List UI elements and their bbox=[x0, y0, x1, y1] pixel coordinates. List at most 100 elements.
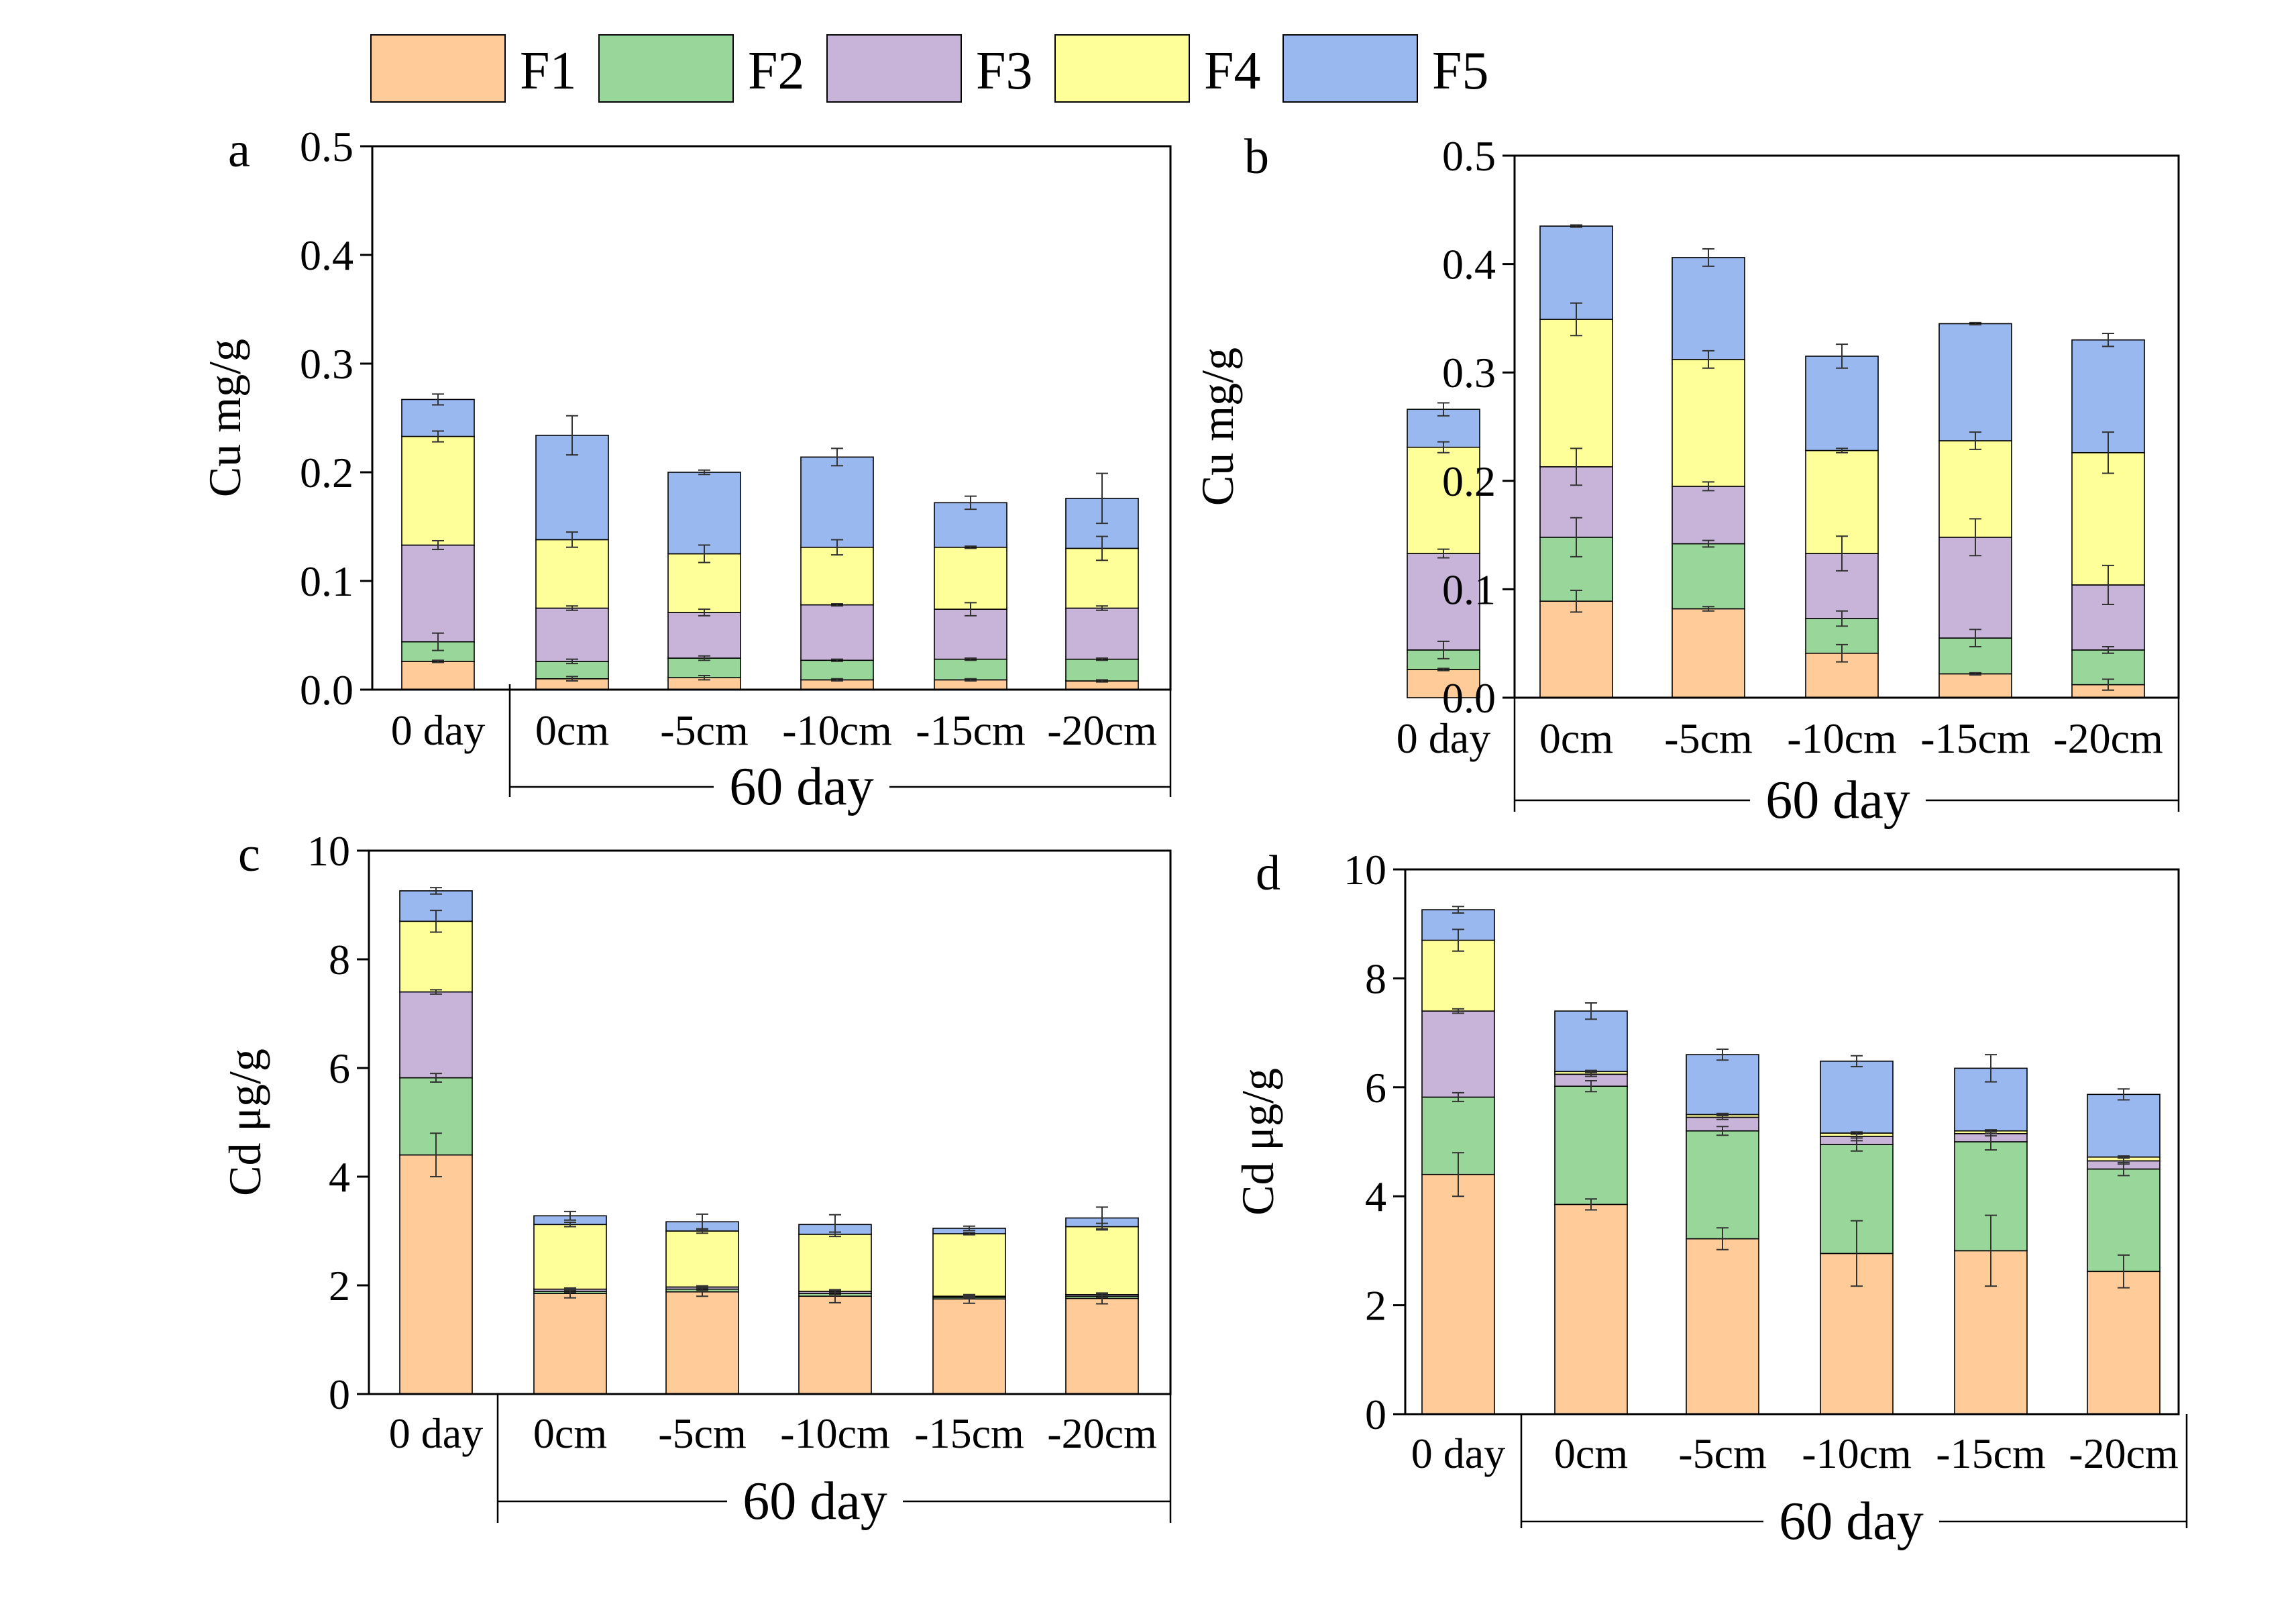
y-tick-label: 0.4 bbox=[1442, 241, 1496, 288]
bar-f1-5cm bbox=[1672, 608, 1745, 698]
error-bar-f1-0-day bbox=[1437, 667, 1450, 672]
group-bracket: 60 day bbox=[496, 1394, 1172, 1531]
bar-f1-10cm bbox=[798, 1295, 872, 1395]
bar-stack-10cm bbox=[1805, 343, 1879, 698]
x-category-labels: 0 day 0cm -5cm -10cm -15cm -20cm bbox=[389, 1409, 1157, 1457]
error-bar-f4-5cm bbox=[1702, 350, 1714, 369]
error-bar-f4-15cm bbox=[1985, 1129, 1997, 1133]
error-bar-f1-5cm bbox=[1716, 1227, 1729, 1250]
error-bar-f5-0-day bbox=[432, 393, 444, 406]
bar-stack-5cm bbox=[667, 469, 741, 690]
legend-item-f4: F4 bbox=[1054, 34, 1261, 103]
bar-stack-15cm bbox=[934, 495, 1007, 690]
legend-label-f1: F1 bbox=[520, 42, 577, 101]
y-axis-title: Cu mg/g bbox=[199, 339, 250, 497]
legend-item-f5: F5 bbox=[1282, 34, 1489, 103]
error-bar-f3-5cm bbox=[1702, 481, 1714, 492]
bar-f5-5cm bbox=[1672, 257, 1745, 360]
bar-f4-5cm bbox=[667, 553, 741, 613]
x-tick-label-15cm: -15cm bbox=[1936, 1430, 2046, 1477]
error-bar-f5-20cm bbox=[1096, 1206, 1108, 1230]
x-tick-label-5cm: -5cm bbox=[660, 706, 749, 754]
error-bar-f5-5cm bbox=[698, 469, 710, 476]
error-bar-f4-0cm bbox=[566, 531, 578, 548]
legend-item-f3: F3 bbox=[826, 34, 1033, 103]
legend-swatch-f4 bbox=[1054, 34, 1190, 103]
x-tick-label-10cm: -10cm bbox=[780, 1409, 890, 1457]
error-bar-f4-0cm bbox=[1585, 1069, 1597, 1073]
error-bar-f5-15cm bbox=[1969, 321, 1981, 326]
bar-f4-0cm bbox=[1539, 319, 1613, 468]
error-bar-f4-15cm bbox=[1969, 431, 1981, 450]
y-tick-label: 0.2 bbox=[1442, 458, 1496, 505]
y-tick-label: 10 bbox=[1344, 846, 1386, 894]
legend-swatch-f5 bbox=[1282, 34, 1418, 103]
bar-f3-5cm bbox=[667, 612, 741, 659]
y-tick-label: 0.3 bbox=[1442, 349, 1496, 396]
bar-f3-5cm bbox=[1672, 486, 1745, 545]
error-bar-f2-10cm bbox=[1836, 610, 1848, 627]
error-bar-f1-0cm bbox=[1585, 1198, 1597, 1211]
bar-stack-5cm bbox=[1686, 1048, 1759, 1415]
y-ticks: 0 2 4 6 8 10 bbox=[1344, 846, 1405, 1438]
bar-f2-10cm bbox=[800, 659, 874, 681]
error-bar-f3-0-day bbox=[1437, 548, 1450, 559]
bar-f5-20cm bbox=[2087, 1093, 2161, 1158]
legend-label-f5: F5 bbox=[1432, 42, 1489, 101]
bar-f5-0-day bbox=[401, 398, 475, 437]
y-tick-label: 4 bbox=[1365, 1173, 1386, 1220]
bar-f4-5cm bbox=[1672, 359, 1745, 487]
error-bar-f4-20cm bbox=[2102, 431, 2114, 474]
panel-c: c Cd μg/g 0 2 4 6 8 10 0 day 0cm -5cm -10cm -15cm -20… bbox=[219, 827, 1172, 1531]
error-bar-f4-10cm bbox=[1851, 1131, 1863, 1135]
x-category-labels: 0 day 0cm -5cm -10cm -15cm -20cm bbox=[1411, 1430, 2179, 1477]
bar-stack-0cm bbox=[1539, 224, 1613, 698]
group-label-60-day: 60 day bbox=[743, 1472, 887, 1531]
bar-f4-0-day bbox=[399, 920, 473, 993]
error-bar-f5-0-day bbox=[430, 887, 442, 895]
bar-f4-10cm bbox=[800, 546, 874, 606]
bar-f2-5cm bbox=[667, 657, 741, 678]
legend-label-f3: F3 bbox=[976, 42, 1033, 101]
error-bar-f2-0-day bbox=[430, 1073, 442, 1083]
bar-stack-0-day bbox=[1407, 402, 1480, 698]
y-tick-label: 0.3 bbox=[300, 340, 353, 388]
error-bar-f2-0cm bbox=[1570, 517, 1582, 557]
bar-f4-0-day bbox=[1421, 939, 1495, 1012]
bar-f1-0-day bbox=[1421, 1173, 1495, 1415]
legend: F1 F2 F3 F4 F5 bbox=[370, 34, 1489, 103]
error-bar-f2-0-day bbox=[1437, 640, 1450, 659]
error-bar-f1-5cm bbox=[698, 674, 710, 681]
error-bar-f2-20cm bbox=[1096, 657, 1108, 661]
x-tick-label-20cm: -20cm bbox=[1047, 1409, 1157, 1457]
plot-frame bbox=[1513, 154, 2180, 699]
bar-f1-20cm bbox=[2087, 1271, 2161, 1415]
bar-f5-15cm bbox=[934, 502, 1007, 548]
legend-label-f4: F4 bbox=[1204, 42, 1261, 101]
error-bar-f3-5cm bbox=[696, 1285, 708, 1289]
bar-f1-0cm bbox=[1539, 600, 1613, 698]
group-bracket: 60 day bbox=[1520, 1414, 2188, 1551]
x-tick-label-10cm: -10cm bbox=[1787, 714, 1897, 762]
error-bar-f1-10cm bbox=[831, 678, 843, 682]
bar-f3-0-day bbox=[1421, 1010, 1495, 1098]
bar-f5-10cm bbox=[1805, 356, 1879, 451]
bar-f4-5cm bbox=[665, 1230, 739, 1288]
x-tick-label-0-day: 0 day bbox=[1397, 714, 1490, 762]
error-bar-f4-0-day bbox=[1452, 928, 1464, 952]
x-tick-label-0-day: 0 day bbox=[389, 1409, 483, 1457]
bar-f4-0-day bbox=[401, 435, 475, 546]
bar-stack-15cm bbox=[932, 1225, 1006, 1395]
panel-letter: c bbox=[238, 827, 260, 882]
bar-stack-20cm bbox=[2087, 1088, 2161, 1415]
error-bar-f5-10cm bbox=[829, 1214, 841, 1235]
error-bar-f2-0-day bbox=[1452, 1091, 1464, 1102]
error-bar-f3-0-day bbox=[1452, 1008, 1464, 1014]
x-tick-label-20cm: -20cm bbox=[2069, 1430, 2179, 1477]
x-category-labels: 0 day 0cm -5cm -10cm -15cm -20cm bbox=[391, 706, 1157, 754]
y-tick-label: 6 bbox=[329, 1045, 350, 1092]
error-bar-f5-10cm bbox=[1836, 343, 1848, 369]
bar-f1-5cm bbox=[1686, 1238, 1759, 1415]
panel-letter: a bbox=[228, 123, 250, 178]
bar-stack-0-day bbox=[401, 393, 475, 690]
